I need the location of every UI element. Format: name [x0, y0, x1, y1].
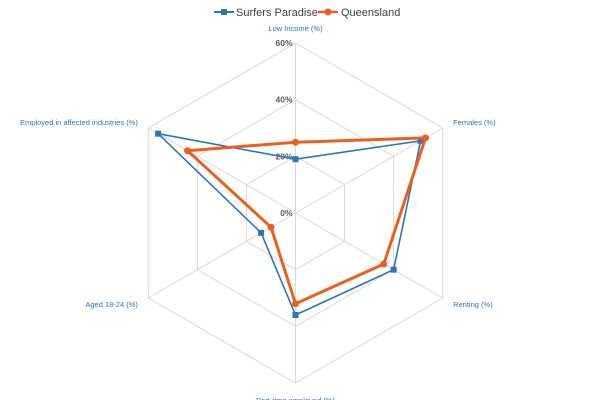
point-queensland-employed-in-affected-industries — [184, 147, 191, 155]
point-surfers-paradise-renting — [390, 266, 397, 273]
axis-label-renting: Renting (%) — [453, 300, 493, 309]
legend: Surfers Paradise Queensland — [214, 7, 400, 19]
point-queensland-aged-18-24 — [267, 223, 275, 231]
point-queensland-part-time-employed — [292, 300, 299, 308]
radial-tick-labels: 0%20%40%60% — [275, 38, 292, 218]
tick-label-40: 40% — [275, 95, 292, 105]
axis-label-part-time-employed: Part-time employed (%) — [256, 396, 335, 400]
tick-label-0: 0% — [280, 208, 293, 218]
legend-label-surfers-paradise: Surfers Paradise — [236, 7, 318, 19]
axis-label-aged-18-24: Aged 18-24 (%) — [85, 300, 138, 309]
point-queensland-renting — [380, 260, 388, 268]
point-surfers-paradise-low-income — [292, 156, 299, 163]
series-surfers-paradise — [155, 130, 424, 318]
point-queensland-females — [422, 134, 429, 142]
tick-label-60: 60% — [275, 38, 292, 48]
point-surfers-paradise-part-time-employed — [292, 312, 299, 318]
axis-label-employed-in-affected-industries: Employed in affected industries (%) — [20, 118, 138, 127]
spoke-renting — [295, 212, 443, 299]
spoke-employed-in-affected-industries — [148, 127, 296, 214]
legend-label-queensland: Queensland — [341, 7, 400, 19]
legend-marker-surfers-paradise — [221, 9, 227, 15]
series-layer — [155, 130, 429, 318]
series-queensland — [184, 134, 429, 308]
axis-label-low-income: Low Income (%) — [268, 24, 323, 33]
axis-label-females: Females (%) — [453, 118, 496, 127]
legend-marker-queensland — [324, 8, 332, 16]
point-surfers-paradise-employed-in-affected-industries — [155, 130, 162, 137]
point-surfers-paradise-females — [417, 137, 424, 144]
legend-item-queensland[interactable]: Queensland — [318, 7, 400, 19]
point-surfers-paradise-aged-18-24 — [258, 229, 265, 236]
radar-grid — [147, 42, 444, 384]
legend-item-surfers-paradise[interactable]: Surfers Paradise — [214, 7, 318, 19]
axis-labels: Low Income (%) Females (%) Renting (%) Part… — [20, 24, 496, 400]
point-queensland-low-income — [292, 138, 299, 146]
